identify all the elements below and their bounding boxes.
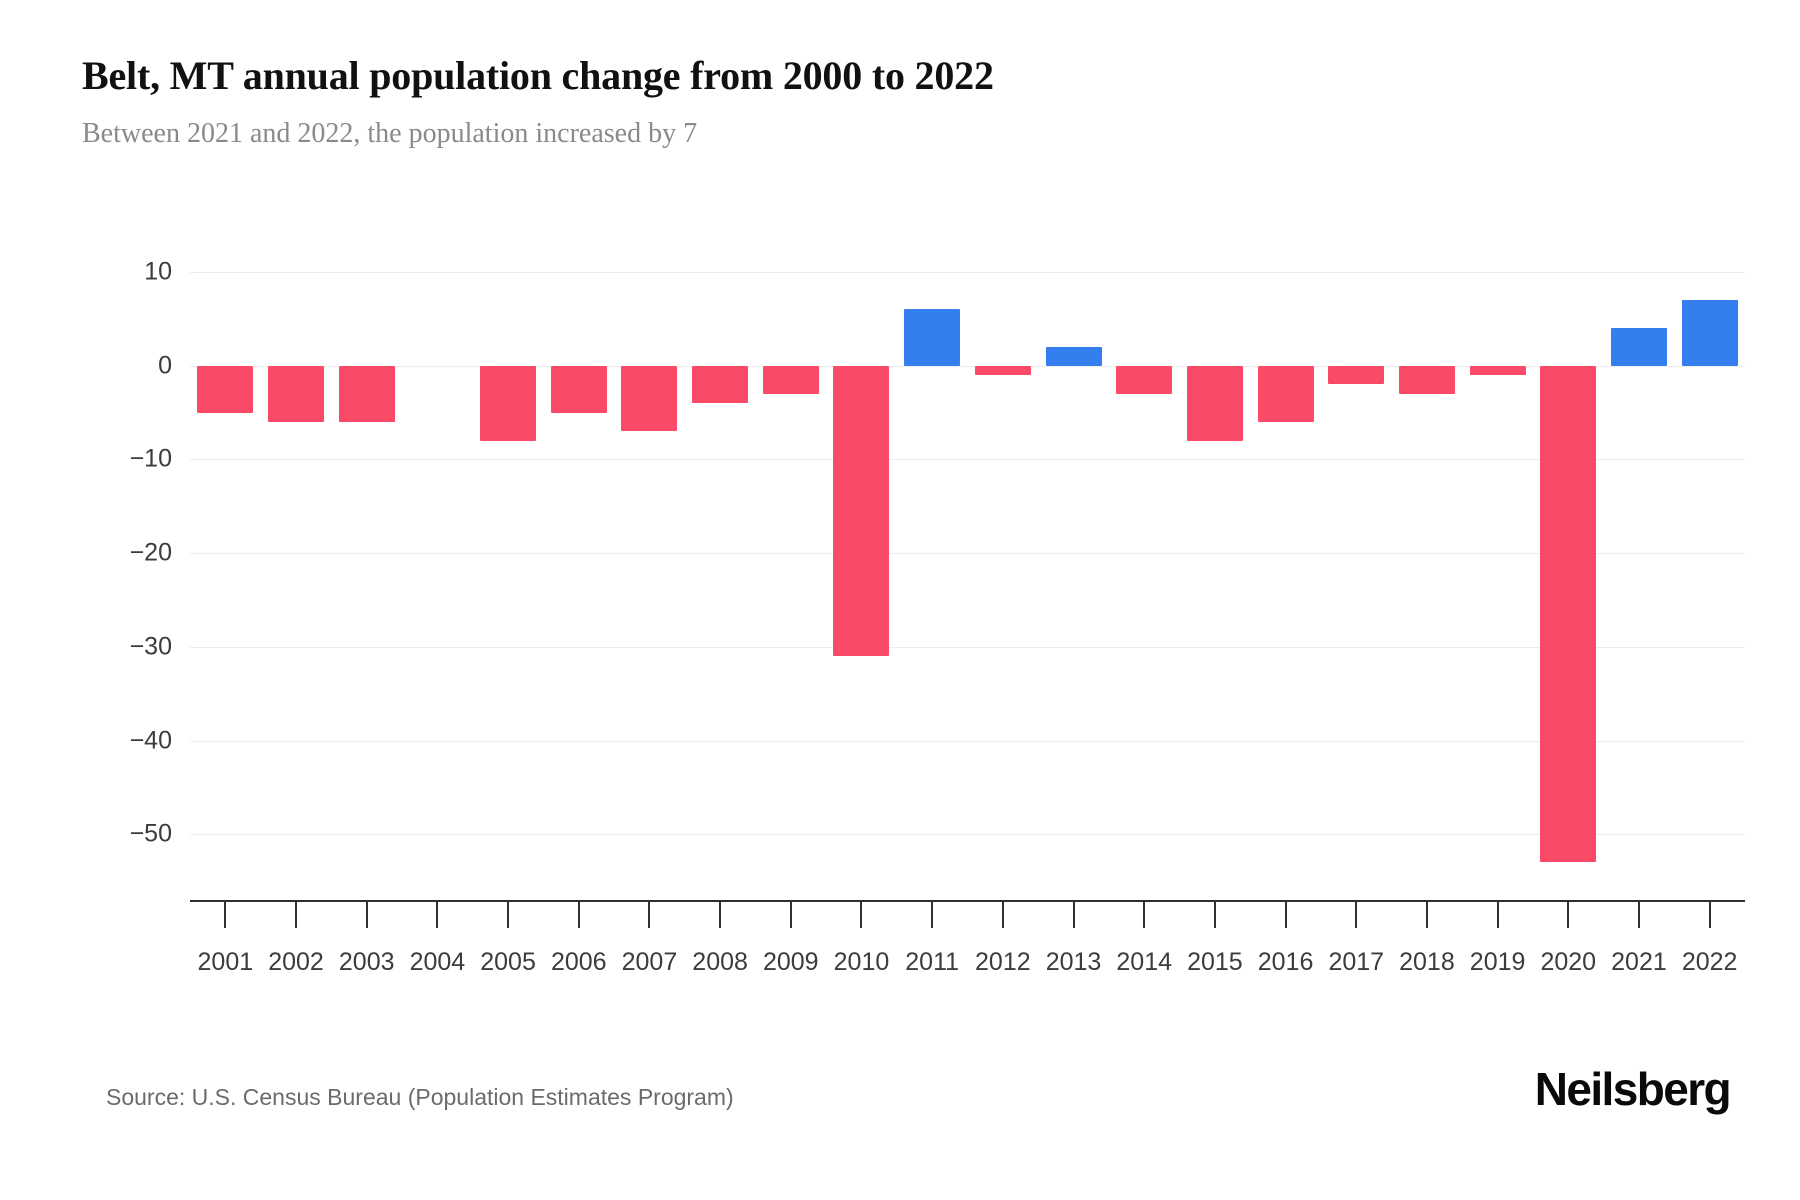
x-axis-tick bbox=[648, 901, 651, 928]
bar-2022[interactable] bbox=[1681, 300, 1738, 366]
gridline-neg50 bbox=[190, 834, 1745, 836]
gridline-neg10 bbox=[190, 459, 1745, 461]
x-axis-tick bbox=[1567, 901, 1570, 928]
x-axis-tick bbox=[1708, 901, 1711, 928]
x-axis-tick bbox=[295, 901, 298, 928]
y-axis-tick-label: 0 bbox=[158, 351, 172, 380]
bar-2008[interactable] bbox=[692, 365, 749, 404]
x-axis-tick-label-2008: 2008 bbox=[692, 948, 748, 976]
x-axis-tick-label-2019: 2019 bbox=[1469, 948, 1526, 976]
bar-2001[interactable] bbox=[197, 365, 254, 413]
bar-2019[interactable] bbox=[1469, 365, 1526, 376]
bar-2021[interactable] bbox=[1610, 328, 1667, 366]
x-axis-tick bbox=[1496, 901, 1499, 928]
y-axis-tick-label: 10 bbox=[144, 257, 172, 286]
x-axis-tick-label-2004: 2004 bbox=[409, 948, 466, 976]
x-axis-tick bbox=[1637, 901, 1640, 928]
x-axis-tick-label-2002: 2002 bbox=[268, 948, 324, 976]
x-axis-line bbox=[190, 900, 1745, 902]
bar-2003[interactable] bbox=[338, 365, 395, 422]
x-axis-tick bbox=[577, 901, 580, 928]
bar-2011[interactable] bbox=[904, 309, 961, 366]
bar-2007[interactable] bbox=[621, 365, 678, 432]
x-axis-tick-label-2015: 2015 bbox=[1187, 948, 1243, 976]
x-axis-tick bbox=[860, 901, 863, 928]
x-axis-tick-label-2021: 2021 bbox=[1611, 948, 1667, 976]
x-axis-tick-label-2007: 2007 bbox=[621, 948, 678, 976]
bar-2015[interactable] bbox=[1186, 365, 1243, 441]
y-axis-tick-label: −40 bbox=[129, 726, 172, 754]
x-axis-tick bbox=[1001, 901, 1004, 928]
bar-2002[interactable] bbox=[268, 365, 325, 422]
x-axis-tick bbox=[719, 901, 722, 928]
x-axis-tick bbox=[1355, 901, 1358, 928]
x-axis-tick bbox=[789, 901, 792, 928]
page-title: Belt, MT annual population change from 2… bbox=[82, 53, 994, 98]
x-axis-tick-label-2016: 2016 bbox=[1257, 948, 1314, 976]
x-axis-tick-label-2014: 2014 bbox=[1116, 948, 1173, 976]
x-axis-tick-label-2001: 2001 bbox=[197, 948, 254, 976]
gridline-10 bbox=[190, 272, 1745, 273]
y-axis-tick-label: −10 bbox=[129, 444, 172, 473]
gridline-neg40 bbox=[190, 740, 1745, 742]
gridline-neg20 bbox=[190, 553, 1745, 555]
x-axis-tick-label-2013: 2013 bbox=[1045, 948, 1102, 976]
x-axis-tick-label-2018: 2018 bbox=[1399, 948, 1455, 976]
x-axis-tick bbox=[1425, 901, 1428, 928]
x-axis-tick-label-2003: 2003 bbox=[338, 948, 395, 976]
x-axis-tick bbox=[1072, 901, 1075, 928]
x-axis-tick bbox=[1284, 901, 1287, 928]
brand-logo: Neilsberg bbox=[1534, 1063, 1732, 1115]
x-axis-tick-label-2020: 2020 bbox=[1540, 948, 1597, 976]
x-axis-tick-label-2012: 2012 bbox=[975, 948, 1031, 976]
x-axis-tick bbox=[436, 901, 439, 928]
bar-2018[interactable] bbox=[1398, 365, 1455, 394]
gridline-0 bbox=[190, 365, 1745, 367]
gridline-neg30 bbox=[190, 646, 1745, 648]
source-note: Source: U.S. Census Bureau (Population E… bbox=[106, 1084, 734, 1110]
bar-2016[interactable] bbox=[1257, 365, 1314, 422]
x-axis-tick-label-2011: 2011 bbox=[905, 948, 960, 976]
bar-2017[interactable] bbox=[1328, 365, 1385, 385]
bar-2009[interactable] bbox=[762, 365, 819, 394]
x-axis-tick-label-2006: 2006 bbox=[550, 948, 607, 976]
y-axis-tick-label: −50 bbox=[129, 819, 172, 848]
bar-2012[interactable] bbox=[974, 365, 1031, 376]
bar-2006[interactable] bbox=[550, 365, 607, 413]
bars-layer bbox=[190, 272, 1745, 872]
chart-header: Belt, MT annual population change from 2… bbox=[82, 52, 1722, 151]
x-axis-tick bbox=[1213, 901, 1216, 928]
bar-2010[interactable] bbox=[833, 365, 890, 657]
y-axis-tick-label: −20 bbox=[129, 538, 172, 567]
x-axis-tick bbox=[931, 901, 934, 928]
bar-2005[interactable] bbox=[480, 365, 537, 441]
gridlines-layer bbox=[190, 272, 1745, 872]
x-axis-tick-label-2017: 2017 bbox=[1328, 948, 1385, 976]
y-axis-tick-label: −30 bbox=[129, 632, 172, 661]
x-axis-tick-label-2009: 2009 bbox=[762, 948, 819, 976]
x-axis-tick-label-2022: 2022 bbox=[1681, 948, 1738, 976]
bar-2020[interactable] bbox=[1540, 365, 1597, 863]
x-axis-tick bbox=[365, 901, 368, 928]
x-axis-tick-label-2010: 2010 bbox=[833, 948, 890, 976]
x-axis-tick bbox=[224, 901, 227, 928]
x-axis-tick bbox=[1143, 901, 1146, 928]
bar-2014[interactable] bbox=[1116, 365, 1173, 394]
bar-2013[interactable] bbox=[1045, 346, 1102, 366]
chart-subtitle: Between 2021 and 2022, the population in… bbox=[82, 118, 698, 150]
x-axis-tick bbox=[507, 901, 510, 928]
x-axis-tick-label-2005: 2005 bbox=[480, 948, 536, 976]
